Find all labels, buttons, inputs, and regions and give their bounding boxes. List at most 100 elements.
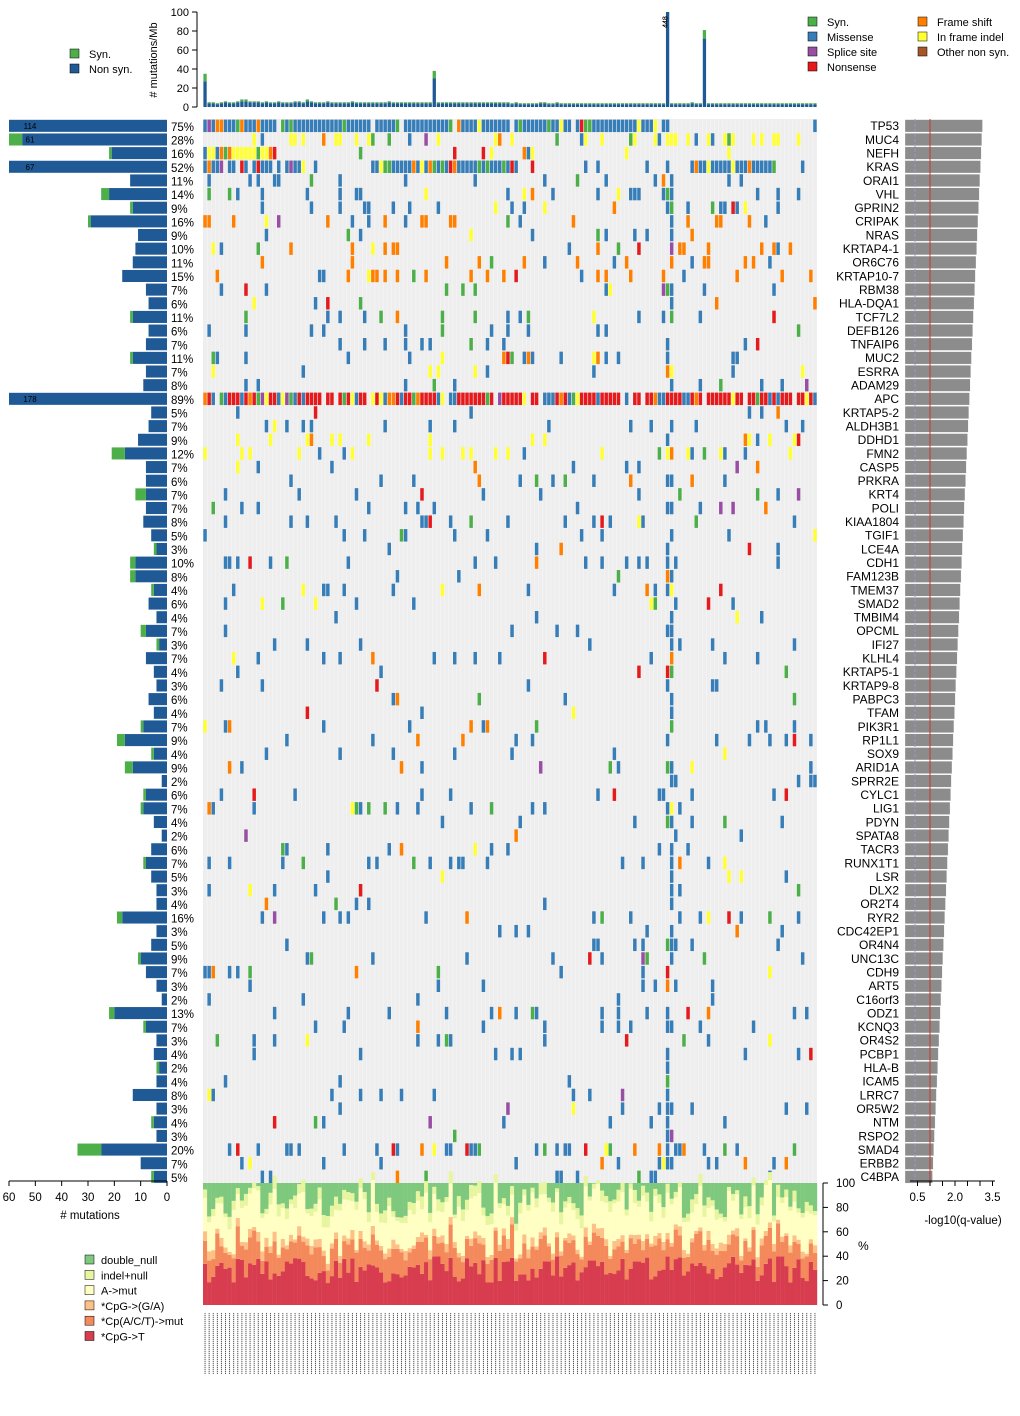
spectrum-segment: [387, 1256, 392, 1282]
mutation-cell: [313, 1020, 318, 1033]
mutation-cell: [637, 392, 641, 406]
spectrum-segment: [469, 1198, 474, 1239]
mutation-cell: [498, 133, 502, 146]
spectrum-segment: [747, 1183, 752, 1207]
mutation-cell: [227, 720, 232, 733]
mutation-cell: [276, 160, 281, 173]
spectrum-segment: [444, 1271, 449, 1305]
mutation-cell: [653, 174, 658, 187]
spectrum-segment: [661, 1241, 666, 1251]
spectrum-segment: [485, 1264, 490, 1283]
mutation-cell: [751, 1020, 756, 1033]
spectrum-segment: [595, 1235, 601, 1267]
spectrum-segment: [657, 1202, 662, 1234]
mutation-cell: [248, 119, 252, 133]
gene-percent: 3%: [171, 682, 188, 694]
mutation-cell: [784, 1157, 789, 1170]
spectrum-segment: [788, 1252, 793, 1283]
mutation-cell: [403, 338, 408, 351]
gene-bar-nonsyn: [153, 665, 167, 678]
rate-bar-syn: [453, 102, 457, 104]
spectrum-segment: [718, 1213, 724, 1218]
mutation-cell: [416, 733, 420, 747]
spectrum-segment: [763, 1263, 769, 1305]
rate-bar-nonsyn: [277, 102, 281, 107]
rate-bar-syn: [555, 102, 559, 104]
rate-bar-syn: [338, 102, 342, 104]
spectrum-segment: [751, 1227, 756, 1230]
mutation-cell: [375, 679, 379, 692]
mutation-cell: [637, 460, 641, 474]
mutation-cell: [669, 1129, 674, 1143]
spectrum-segment: [567, 1233, 572, 1243]
mutation-cell: [252, 1047, 256, 1061]
mutation-cell: [448, 1034, 453, 1047]
mutation-cell: [375, 1143, 379, 1156]
spectrum-segment: [248, 1228, 253, 1238]
spectrum-segment: [424, 1234, 429, 1238]
mutation-cell: [219, 679, 224, 692]
gene-label: KCNQ3: [858, 1020, 900, 1034]
rate-bar-nonsyn: [661, 104, 666, 107]
mutation-cell: [465, 952, 469, 965]
spectrum-segment: [481, 1215, 486, 1238]
spectrum-segment: [399, 1277, 404, 1305]
mutation-cell: [326, 310, 330, 324]
spectrum-segment: [771, 1243, 777, 1252]
spectrum-segment: [677, 1257, 683, 1305]
mutation-cell: [420, 761, 424, 774]
mutation-cell: [604, 392, 608, 406]
mutation-cell: [252, 146, 256, 160]
mutation-cell: [252, 133, 256, 146]
spectrum-segment: [366, 1264, 372, 1305]
gene-bar-nonsyn: [145, 966, 167, 979]
spectrum-segment: [702, 1216, 707, 1245]
spectrum-segment: [284, 1219, 290, 1246]
spectrum-segment: [252, 1188, 257, 1227]
spectrum-segment: [698, 1231, 703, 1263]
mutation-cell: [759, 133, 764, 146]
legend-label: Splice site: [827, 47, 877, 59]
spectrum-segment: [333, 1232, 339, 1239]
mutation-cell: [723, 160, 727, 173]
mutation-cell: [305, 1034, 310, 1047]
mutation-cell: [612, 119, 617, 133]
mutation-cell: [604, 283, 608, 296]
rate-bar-syn: [805, 103, 809, 105]
gene-bar-syn: [140, 624, 146, 637]
spectrum-segment: [640, 1250, 646, 1263]
x-tick-label: 10: [134, 1192, 147, 1204]
mutation-cell: [289, 515, 293, 528]
rate-bar-syn: [547, 103, 551, 105]
spectrum-segment: [325, 1227, 331, 1264]
spectrum-segment: [243, 1277, 249, 1305]
mutation-cell: [330, 119, 334, 133]
spectrum-segment: [767, 1222, 773, 1228]
rate-bar-syn: [244, 99, 248, 102]
spectrum-segment: [489, 1213, 494, 1225]
gene-bar-nonsyn: [140, 1157, 167, 1170]
mutation-cell: [518, 119, 522, 133]
spectrum-segment: [743, 1207, 748, 1239]
spectrum-segment: [518, 1258, 523, 1275]
spectrum-segment: [374, 1211, 380, 1241]
rate-bar-nonsyn: [477, 103, 481, 107]
rate-bar-nonsyn: [469, 103, 473, 107]
gene-percent: 5%: [171, 1173, 188, 1185]
mutation-cell: [686, 215, 690, 228]
mutation-cell: [244, 392, 248, 406]
spectrum-segment: [379, 1222, 384, 1247]
mutation-cell: [465, 1143, 469, 1156]
rate-bar-nonsyn: [653, 104, 657, 107]
mutation-cell: [272, 119, 277, 133]
spectrum-segment: [645, 1238, 650, 1258]
gene-label: SOX9: [867, 747, 899, 761]
gene-label: HLA-DQA1: [839, 297, 899, 311]
spectrum-segment: [669, 1269, 674, 1305]
spectrum-segment: [387, 1183, 392, 1198]
mutation-cell: [649, 392, 653, 406]
mutation-cell: [665, 938, 670, 952]
mutation-cell: [444, 1006, 449, 1020]
mutation-cell: [665, 570, 670, 583]
spectrum-segment: [223, 1213, 228, 1218]
